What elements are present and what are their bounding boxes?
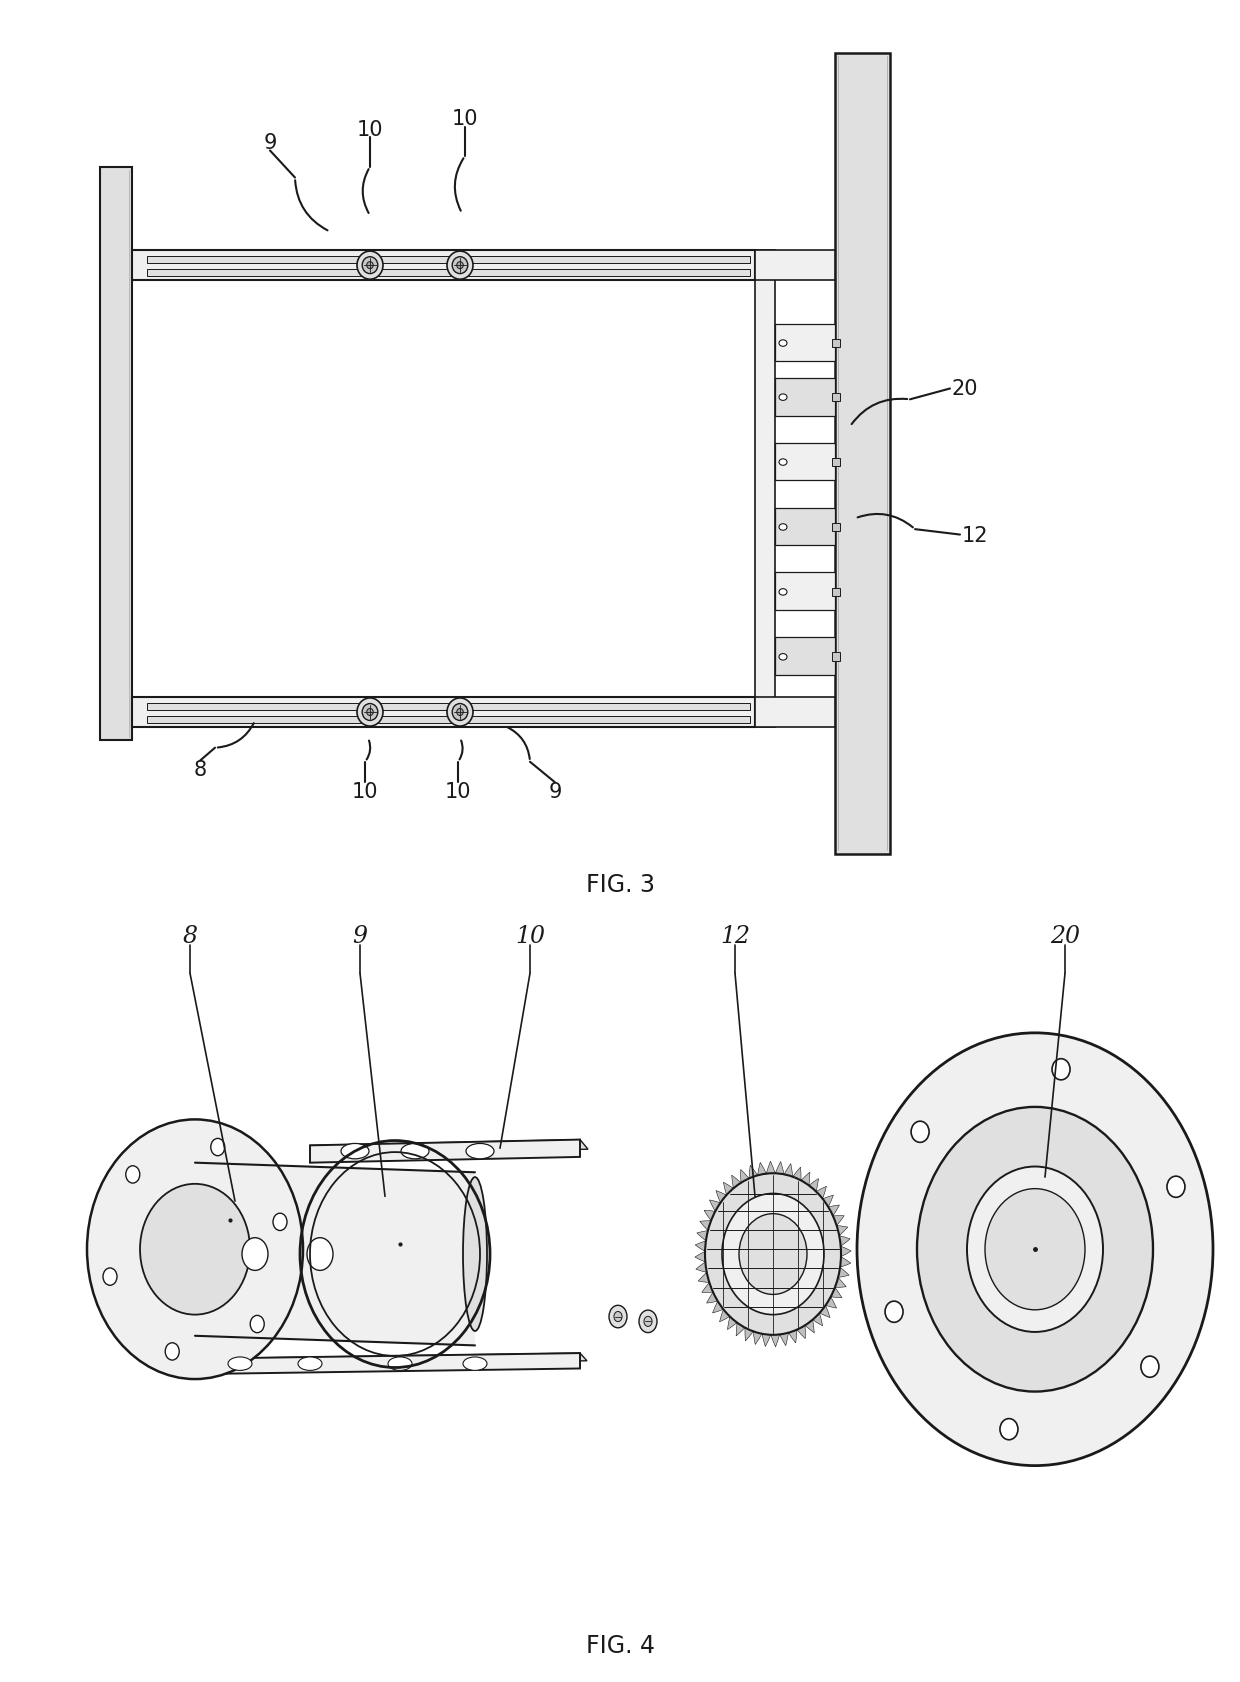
Ellipse shape <box>1052 1060 1070 1080</box>
Ellipse shape <box>140 1184 250 1315</box>
Bar <box>832 459 839 468</box>
Ellipse shape <box>125 1166 140 1184</box>
Bar <box>775 508 835 547</box>
Bar <box>775 325 835 362</box>
Ellipse shape <box>918 1107 1153 1391</box>
Bar <box>775 444 835 481</box>
Text: 10: 10 <box>515 925 546 947</box>
Ellipse shape <box>999 1418 1018 1440</box>
Ellipse shape <box>779 459 787 466</box>
Ellipse shape <box>466 1144 494 1159</box>
Polygon shape <box>131 251 755 281</box>
Text: 9: 9 <box>548 782 562 802</box>
Ellipse shape <box>242 1238 268 1270</box>
Bar <box>775 637 835 676</box>
Ellipse shape <box>456 710 464 717</box>
Ellipse shape <box>614 1312 622 1322</box>
Text: 20: 20 <box>1050 925 1080 947</box>
Ellipse shape <box>779 395 787 400</box>
Text: 8: 8 <box>182 925 197 947</box>
Ellipse shape <box>706 1174 841 1336</box>
Bar <box>832 523 839 532</box>
Ellipse shape <box>273 1213 286 1231</box>
Text: 12: 12 <box>720 925 750 947</box>
Ellipse shape <box>308 1238 334 1270</box>
Ellipse shape <box>446 252 472 279</box>
Polygon shape <box>185 1354 587 1367</box>
Text: 10: 10 <box>445 782 471 802</box>
Ellipse shape <box>456 262 464 269</box>
Ellipse shape <box>362 705 378 722</box>
Text: 8: 8 <box>193 760 207 780</box>
Bar <box>148 717 750 723</box>
Ellipse shape <box>779 589 787 595</box>
Ellipse shape <box>779 525 787 532</box>
Ellipse shape <box>722 1194 825 1315</box>
Polygon shape <box>310 1140 588 1156</box>
Ellipse shape <box>639 1310 657 1332</box>
Text: 10: 10 <box>352 782 378 802</box>
Bar <box>832 340 839 348</box>
Ellipse shape <box>911 1122 929 1142</box>
Text: 20: 20 <box>952 378 978 399</box>
Ellipse shape <box>857 1033 1213 1465</box>
Text: 10: 10 <box>451 109 479 130</box>
Ellipse shape <box>362 257 378 274</box>
Bar <box>148 271 750 278</box>
Ellipse shape <box>463 1357 487 1371</box>
Ellipse shape <box>357 252 383 279</box>
Bar <box>832 653 839 661</box>
Ellipse shape <box>446 698 472 727</box>
Bar <box>775 574 835 611</box>
Ellipse shape <box>967 1167 1104 1332</box>
Ellipse shape <box>739 1214 807 1295</box>
Polygon shape <box>195 1162 475 1346</box>
Text: FIG. 3: FIG. 3 <box>585 873 655 897</box>
Text: 12: 12 <box>962 525 988 545</box>
Ellipse shape <box>1141 1356 1159 1378</box>
Polygon shape <box>131 698 755 728</box>
Text: 10: 10 <box>357 119 383 140</box>
Polygon shape <box>185 1354 580 1374</box>
Ellipse shape <box>401 1144 429 1159</box>
Polygon shape <box>694 1162 851 1347</box>
Ellipse shape <box>87 1120 303 1379</box>
Ellipse shape <box>453 705 467 722</box>
Ellipse shape <box>367 262 373 269</box>
Ellipse shape <box>341 1144 370 1159</box>
Ellipse shape <box>463 1177 487 1330</box>
Ellipse shape <box>644 1317 652 1327</box>
Ellipse shape <box>357 698 383 727</box>
Bar <box>775 378 835 415</box>
Ellipse shape <box>1167 1176 1185 1198</box>
Bar <box>832 589 839 597</box>
Ellipse shape <box>103 1268 117 1285</box>
Ellipse shape <box>885 1302 903 1322</box>
Bar <box>755 251 775 728</box>
Bar <box>835 54 890 854</box>
Ellipse shape <box>250 1315 264 1332</box>
Text: 9: 9 <box>263 133 277 153</box>
Ellipse shape <box>165 1342 180 1361</box>
Ellipse shape <box>779 340 787 346</box>
Polygon shape <box>100 168 131 740</box>
Ellipse shape <box>388 1357 412 1371</box>
Ellipse shape <box>298 1357 322 1371</box>
Bar <box>148 257 750 264</box>
Bar <box>148 703 750 710</box>
Ellipse shape <box>779 654 787 661</box>
Polygon shape <box>755 251 835 281</box>
Ellipse shape <box>609 1305 627 1329</box>
Polygon shape <box>310 1140 580 1162</box>
Polygon shape <box>755 698 835 728</box>
Bar <box>832 394 839 402</box>
Ellipse shape <box>228 1357 252 1371</box>
Text: FIG. 4: FIG. 4 <box>585 1633 655 1657</box>
Ellipse shape <box>211 1139 224 1156</box>
Ellipse shape <box>985 1189 1085 1310</box>
Ellipse shape <box>453 257 467 274</box>
Text: 9: 9 <box>352 925 367 947</box>
Ellipse shape <box>367 710 373 717</box>
